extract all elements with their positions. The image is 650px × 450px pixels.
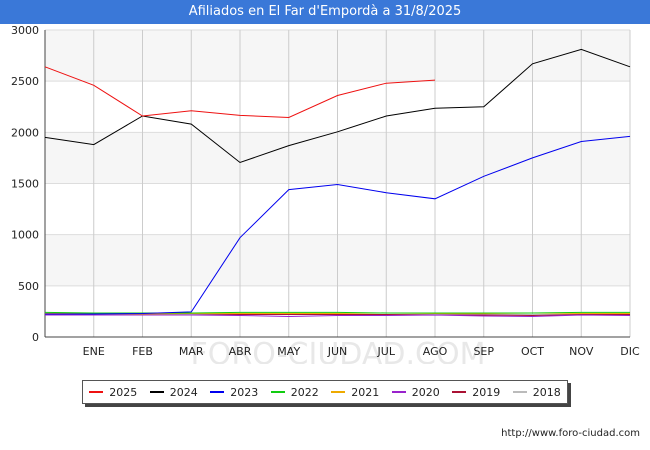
series-group <box>44 48 631 318</box>
legend-item-2019: 2019 <box>452 386 500 399</box>
x-tick-label: JUL <box>377 345 396 358</box>
y-tick-label: 2500 <box>11 75 39 88</box>
y-tick-label: 0 <box>32 331 39 344</box>
legend-swatch <box>270 391 285 393</box>
chart-legend: 2025 2024 2023 2022 2021 2020 2019 2018 <box>82 380 568 404</box>
legend-swatch <box>210 391 225 393</box>
x-tick-label: SEP <box>473 345 494 358</box>
legend-label: 2019 <box>472 385 501 399</box>
y-tick-label: 1500 <box>11 178 39 191</box>
line-chart: FORO-CIUDAD.COM 0 500 1000 1500 2000 2500 3000… <box>11 24 640 364</box>
series-line-2020 <box>45 314 631 318</box>
y-tick-label: 500 <box>18 280 39 293</box>
x-tick-label: ABR <box>229 345 252 358</box>
y-tick-label: 3000 <box>11 24 39 37</box>
legend-label: 2018 <box>532 385 561 399</box>
legend-label: 2021 <box>351 385 380 399</box>
legend-item-2020: 2020 <box>391 385 440 399</box>
x-tick-label: OCT <box>521 345 544 358</box>
legend-swatch <box>391 391 406 393</box>
legend-swatch <box>512 391 527 393</box>
legend-item-2024: 2024 <box>149 385 198 399</box>
legend-swatch <box>149 391 164 393</box>
chart-title: Afiliados en El Far d'Empordà a 31/8/202… <box>0 0 650 24</box>
series-line-2023 <box>45 135 631 315</box>
x-tick-label: JUN <box>327 345 348 358</box>
legend-item-2021: 2021 <box>331 386 379 399</box>
legend-swatch <box>452 391 467 393</box>
legend-label: 2020 <box>411 385 440 399</box>
x-tick-label: ENE <box>83 345 105 358</box>
x-tick-label: DIC <box>620 345 640 358</box>
legend-item-2023: 2023 <box>210 386 258 399</box>
legend-item-2018: 2018 <box>512 385 561 399</box>
watermark: FORO-CIUDAD.COM <box>191 337 486 364</box>
x-tick-label: AGO <box>423 345 448 358</box>
legend-label: 2025 <box>109 385 138 399</box>
legend-swatch <box>331 391 346 393</box>
series-line-2025 <box>44 66 436 119</box>
source-url: http://www.foro-ciudad.com <box>501 428 640 439</box>
legend-swatch <box>89 391 104 393</box>
x-tick-label: MAR <box>179 345 204 358</box>
legend-label: 2022 <box>290 385 319 399</box>
legend-item-2025: 2025 <box>89 386 137 399</box>
y-tick-label: 2000 <box>11 126 39 139</box>
x-tick-label: FEB <box>132 345 153 358</box>
legend-label: 2023 <box>230 385 259 399</box>
legend-label: 2024 <box>169 385 198 399</box>
x-tick-label: NOV <box>569 345 594 358</box>
legend-item-2022: 2022 <box>270 385 319 399</box>
x-tick-label: MAY <box>277 345 300 358</box>
y-tick-label: 1000 <box>11 229 39 242</box>
